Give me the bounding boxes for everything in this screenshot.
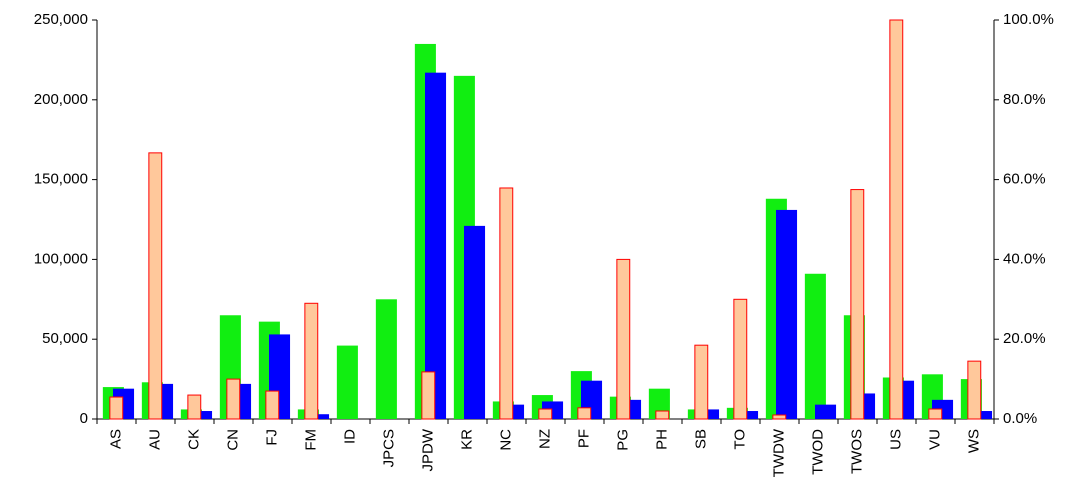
bar	[265, 390, 280, 420]
x-tick-label: VU	[926, 429, 943, 450]
y-tick-label: 50,000	[42, 330, 88, 347]
bar	[616, 258, 631, 420]
bar	[463, 225, 486, 419]
y2-tick-label: 40.0%	[1003, 250, 1046, 267]
bar	[697, 409, 720, 419]
y-tick-label: 200,000	[34, 91, 88, 108]
bar	[733, 298, 748, 420]
bar	[499, 187, 514, 420]
y2-tick-label: 20.0%	[1003, 330, 1046, 347]
bar	[772, 414, 787, 420]
x-tick-label: JPDW	[419, 428, 436, 471]
x-tick-label: CN	[224, 429, 241, 451]
bar	[736, 411, 759, 419]
x-tick-label: SB	[692, 429, 709, 449]
x-tick-label: KR	[458, 429, 475, 450]
x-tick-label: ID	[341, 429, 358, 444]
bar	[148, 152, 163, 420]
bar	[190, 411, 213, 419]
x-tick-label: FM	[302, 429, 319, 451]
bar	[967, 360, 982, 420]
bar	[655, 410, 670, 420]
x-tick-label: TWOS	[848, 429, 865, 474]
bar	[226, 378, 241, 420]
x-tick-label: WS	[965, 429, 982, 453]
bar	[307, 414, 330, 419]
y-tick-label: 0	[80, 410, 88, 427]
x-tick-label: PF	[575, 429, 592, 448]
x-tick-label: TWDW	[770, 428, 787, 477]
x-tick-label: CK	[185, 429, 202, 450]
bar	[694, 344, 709, 420]
bar	[424, 72, 447, 419]
bar	[336, 345, 358, 419]
bar	[538, 408, 553, 420]
y2-tick-label: 60.0%	[1003, 171, 1046, 188]
y2-tick-label: 0.0%	[1003, 410, 1037, 427]
y2-tick-label: 80.0%	[1003, 91, 1046, 108]
bar	[775, 209, 798, 419]
x-tick-label: TWOD	[809, 429, 826, 475]
bar	[850, 189, 865, 420]
x-tick-label: PG	[614, 429, 631, 451]
x-tick-label: NZ	[536, 429, 553, 449]
x-tick-label: AU	[146, 429, 163, 450]
bar	[187, 394, 202, 420]
bar	[421, 371, 436, 420]
x-tick-label: JPCS	[380, 429, 397, 467]
bar	[577, 407, 592, 420]
y2-tick-label: 100.0%	[1003, 11, 1054, 28]
bar	[109, 396, 124, 420]
x-tick-label: PH	[653, 429, 670, 450]
y-tick-label: 250,000	[34, 11, 88, 28]
bar	[304, 302, 319, 420]
x-tick-label: TO	[731, 429, 748, 450]
x-tick-label: US	[887, 429, 904, 450]
bar	[375, 299, 397, 419]
bar	[814, 404, 837, 419]
x-tick-label: FJ	[263, 429, 280, 446]
y-tick-label: 150,000	[34, 171, 88, 188]
x-tick-label: NC	[497, 429, 514, 451]
bar	[970, 411, 993, 419]
x-tick-label: AS	[107, 429, 124, 449]
bar	[928, 408, 943, 420]
bar	[804, 273, 826, 419]
bar	[889, 19, 904, 420]
y-tick-label: 100,000	[34, 250, 88, 267]
